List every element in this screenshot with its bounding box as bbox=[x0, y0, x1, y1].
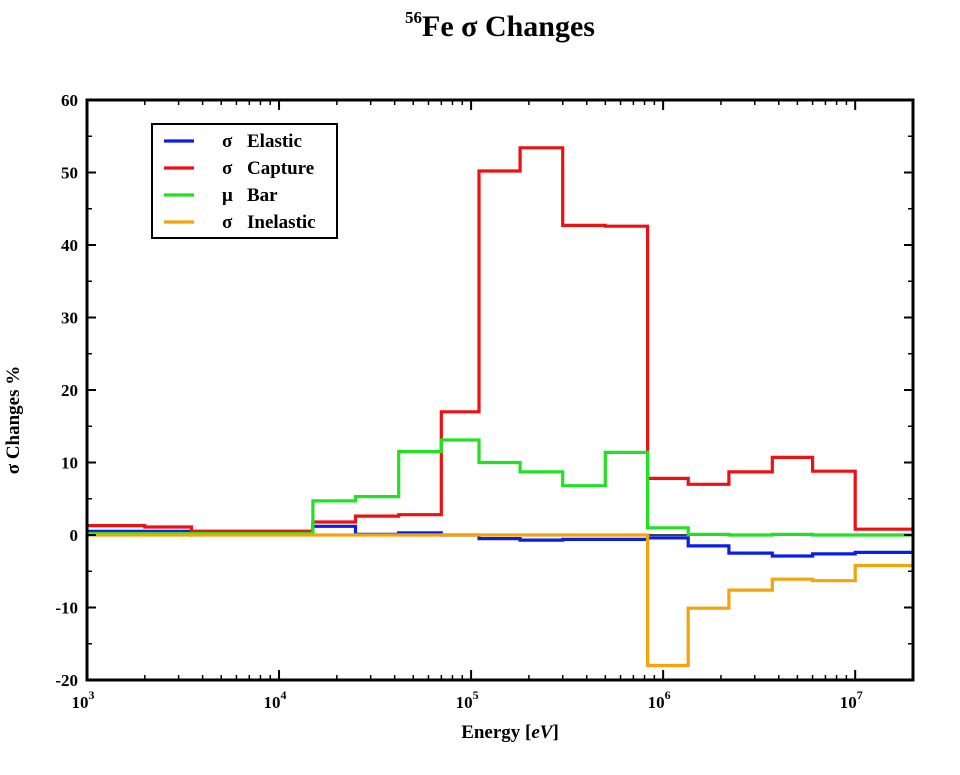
x-tick-label: 105 bbox=[456, 688, 479, 712]
y-tick-label: -20 bbox=[55, 671, 78, 690]
legend-symbol: σ bbox=[222, 158, 233, 179]
title-text: Fe σ Changes bbox=[422, 10, 595, 43]
legend-symbol: σ bbox=[222, 212, 233, 233]
chart-title: 56Fe σ Changes bbox=[0, 8, 960, 44]
x-tick-label: 107 bbox=[840, 688, 863, 712]
y-tick-label: 60 bbox=[61, 91, 78, 110]
y-tick-label: 10 bbox=[61, 454, 78, 473]
x-axis-label: Energy [eV] bbox=[461, 722, 559, 743]
y-tick-label: 0 bbox=[70, 526, 79, 545]
y-axis-label: σ Changes % bbox=[3, 366, 24, 475]
title-superscript: 56 bbox=[405, 8, 422, 27]
legend-symbol: σ bbox=[222, 131, 233, 152]
series-line-elastic bbox=[87, 524, 913, 558]
legend-label: Inelastic bbox=[247, 212, 316, 233]
y-tick-label: 30 bbox=[61, 309, 78, 328]
y-tick-label: 20 bbox=[61, 381, 78, 400]
y-tick-label: 50 bbox=[61, 164, 78, 183]
y-tick-label: -10 bbox=[55, 599, 78, 618]
series-line-bar bbox=[87, 438, 913, 537]
legend-label: Elastic bbox=[247, 131, 302, 152]
legend-box bbox=[151, 123, 338, 239]
legend-label: Bar bbox=[247, 185, 278, 206]
x-tick-label: 106 bbox=[648, 688, 671, 712]
series-line-inelastic bbox=[87, 533, 913, 668]
x-tick-label: 104 bbox=[264, 688, 287, 712]
legend-symbol: μ bbox=[222, 185, 233, 206]
x-tick-label: 103 bbox=[72, 688, 95, 712]
y-tick-label: 40 bbox=[61, 236, 78, 255]
axes-layer: -20 -10 0 10 20 30 40 50 60 103 104 105 106 107 Energy… bbox=[3, 91, 915, 743]
series-layer bbox=[87, 146, 913, 668]
legend-label: Capture bbox=[247, 158, 314, 179]
